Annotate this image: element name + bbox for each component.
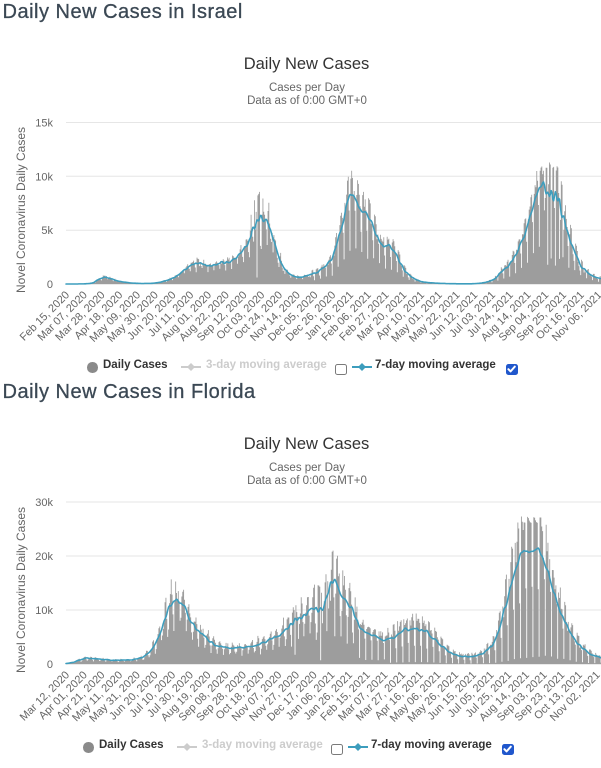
svg-text:Cases per Day: Cases per Day [269,462,345,474]
svg-text:Novel Coronavirus Daily Cases: Novel Coronavirus Daily Cases [14,507,28,673]
svg-text:Novel Coronavirus Daily Cases: Novel Coronavirus Daily Cases [14,127,28,293]
svg-text:Cases per Day: Cases per Day [269,82,345,94]
svg-text:0: 0 [47,279,53,291]
svg-text:Daily New Cases: Daily New Cases [244,435,370,453]
svg-text:Data as of 0:00 GMT+0: Data as of 0:00 GMT+0 [247,95,367,107]
svg-text:0: 0 [47,659,53,671]
svg-text:Data as of 0:00 GMT+0: Data as of 0:00 GMT+0 [247,475,367,487]
svg-text:10k: 10k [35,171,53,183]
svg-text:20k: 20k [35,551,53,563]
svg-text:5k: 5k [41,225,53,237]
svg-text:Daily New Cases: Daily New Cases [244,55,370,73]
svg-text:30k: 30k [35,497,53,509]
svg-text:10k: 10k [35,605,53,617]
svg-text:15k: 15k [35,118,53,130]
